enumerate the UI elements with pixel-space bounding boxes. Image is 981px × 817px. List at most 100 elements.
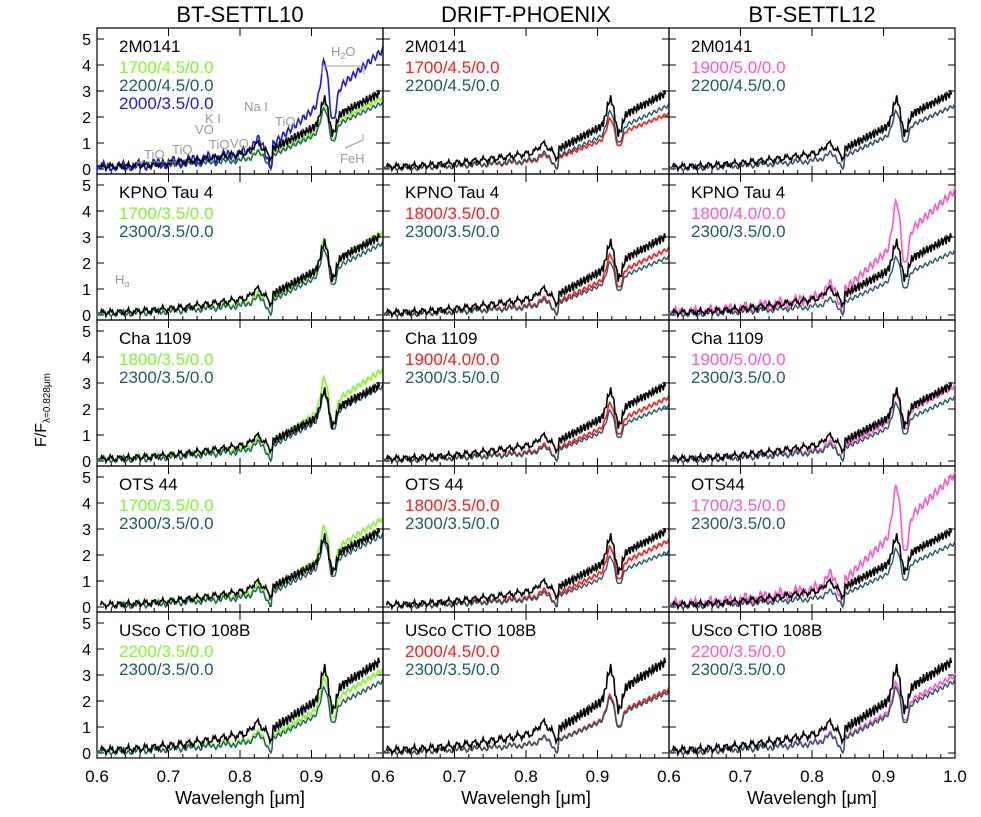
model-2300-line: [96, 240, 384, 318]
y-tick-label: 1: [82, 720, 91, 737]
x-tick-label: 0.7: [729, 767, 753, 786]
object-name: 2M0141: [405, 37, 466, 56]
x-tick-label: 0.9: [872, 767, 896, 786]
y-tick-label: 0: [82, 162, 91, 179]
x-axis-label: Wavelengh [μm]: [747, 788, 877, 808]
observed-spectrum-line: [99, 89, 381, 173]
ki-label: K I: [205, 111, 221, 126]
column-title-2: BT-SETTL12: [748, 2, 875, 27]
x-tick-label: 0.6: [657, 767, 681, 786]
model-best-fit-line: [668, 186, 956, 318]
object-name: 2M0141: [691, 37, 752, 56]
y-tick-label: 4: [82, 496, 91, 513]
model-2300-label: 2200/4.5/0.0: [405, 76, 500, 95]
tio-label-2: TiO: [172, 142, 192, 157]
column-title-0: BT-SETTL10: [176, 2, 303, 27]
object-name: Cha 1109: [405, 329, 477, 348]
object-name: Cha 1109: [119, 329, 191, 348]
x-tick-label: 0.8: [800, 767, 824, 786]
object-name: OTS 44: [405, 475, 464, 494]
y-tick-label: 1: [82, 282, 91, 299]
y-tick-label: 2: [82, 694, 91, 711]
model-best-fit-line: [668, 383, 956, 464]
object-name: USco CTIO 108B: [405, 621, 536, 640]
object-name: USco CTIO 108B: [119, 621, 250, 640]
model-2300-line: [668, 541, 956, 610]
x-tick-label: 0.7: [157, 767, 181, 786]
vo-label: VO: [195, 122, 214, 137]
x-tick-label: 0.8: [514, 767, 538, 786]
y-tick-label: 1: [82, 136, 91, 153]
model-best-fit-label: 1800/4.0/0.0: [691, 204, 786, 223]
model-2300-label: 2300/3.5/0.0: [119, 222, 214, 241]
y-tick-label: 5: [82, 616, 91, 633]
y-tick-label: 3: [82, 84, 91, 101]
x-tick-label: 0.8: [228, 767, 252, 786]
y-tick-label: 2: [82, 110, 91, 127]
tio-label-4: TiO: [275, 114, 295, 129]
model-2300-line: [96, 678, 384, 756]
observed-spectrum-line: [385, 233, 667, 319]
svg-text:F/Fλ=0.828μm: F/Fλ=0.828μm: [33, 373, 53, 447]
model-2300-label: 2300/3.5/0.0: [405, 222, 500, 241]
observed-spectrum-line: [385, 527, 667, 611]
model-best-fit-label: 2200/3.5/0.0: [119, 642, 214, 661]
observed-spectrum-line: [99, 233, 381, 319]
y-tick-label: 1: [82, 428, 91, 445]
model-best-fit-label: 1800/3.5/0.0: [405, 496, 500, 515]
model-best-fit-label: 1700/4.5/0.0: [405, 58, 500, 77]
y-tick-label: 0: [82, 308, 91, 325]
model-best-fit-label: 2200/3.5/0.0: [691, 642, 786, 661]
h2o-label: H2O: [331, 44, 356, 61]
y-tick-label: 0: [82, 746, 91, 763]
object-name: OTS 44: [119, 475, 178, 494]
observed-spectrum-line: [385, 89, 667, 173]
model-2300-line: [382, 403, 670, 464]
y-tick-label: 5: [82, 32, 91, 49]
model-best-fit-line: [382, 111, 670, 172]
model-2000-label: 2000/3.5/0.0: [119, 94, 214, 113]
model-2300-line: [668, 249, 956, 318]
y-tick-label: 2: [82, 548, 91, 565]
y-axis-label: F/Fλ=0.828μm: [33, 373, 53, 447]
nai-label: Na I: [244, 99, 268, 114]
model-best-fit-label: 1900/5.0/0.0: [691, 350, 786, 369]
observed-spectrum-line: [385, 381, 667, 465]
x-tick-label: 0.9: [300, 767, 324, 786]
x-tick-label: 1.0: [943, 767, 967, 786]
x-tick-label: 0.6: [371, 767, 395, 786]
model-best-fit-line: [96, 667, 384, 756]
model-2300-label: 2300/3.5/0.0: [691, 514, 786, 533]
y-tick-label: 2: [82, 256, 91, 273]
y-tick-label: 3: [82, 376, 91, 393]
observed-spectrum-line: [385, 657, 667, 758]
h2o-bracket: [321, 65, 365, 74]
tio-label-3: TiO: [209, 137, 229, 152]
y-tick-label: 4: [82, 58, 91, 75]
observed-spectrum-line: [671, 89, 953, 173]
model-2300-label: 2300/3.5/0.0: [691, 660, 786, 679]
model-2300-line: [382, 103, 670, 172]
model-best-fit-label: 2000/4.5/0.0: [405, 642, 500, 661]
model-best-fit-label: 1700/3.5/0.0: [691, 496, 786, 515]
model-best-fit-label: 1800/3.5/0.0: [119, 350, 214, 369]
observed-spectrum-line: [99, 381, 381, 465]
object-name: OTS44: [691, 475, 745, 494]
model-2300-label: 2300/3.5/0.0: [691, 222, 786, 241]
object-name: KPNO Tau 4: [405, 183, 499, 202]
tio-label: TiO: [144, 147, 164, 162]
y-tick-label: 4: [82, 642, 91, 659]
model-2300-line: [382, 689, 670, 756]
vo-label-2: VO: [230, 136, 249, 151]
model-2300-label: 2300/3.5/0.0: [405, 660, 500, 679]
